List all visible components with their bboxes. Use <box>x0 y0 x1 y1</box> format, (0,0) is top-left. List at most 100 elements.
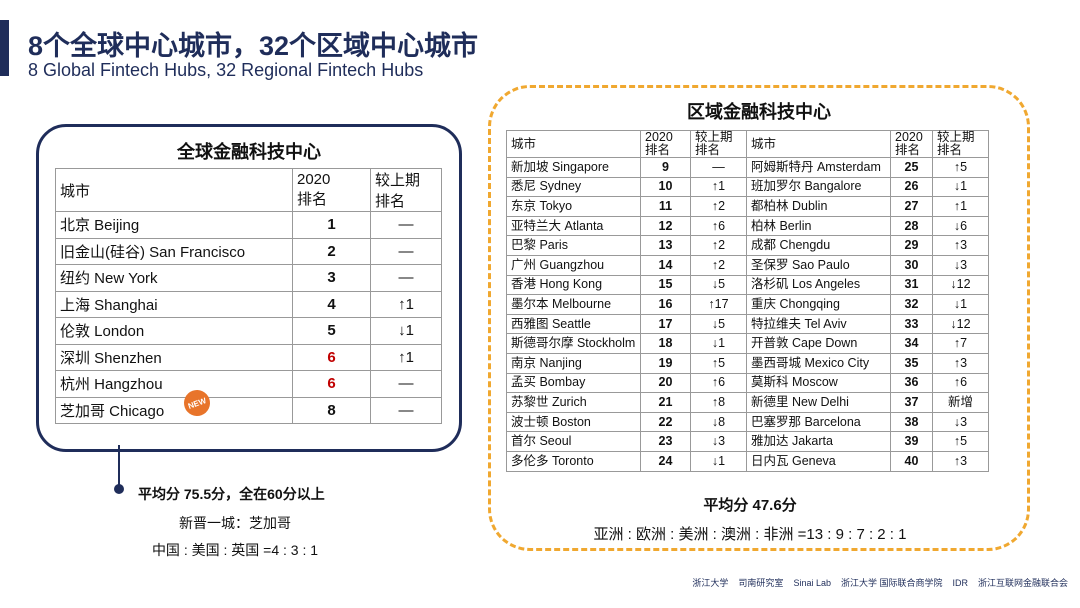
city-cell: 重庆 Chongqing <box>746 294 891 315</box>
city-cell: 纽约 New York <box>55 264 293 292</box>
rank-cell: 32 <box>890 294 933 315</box>
city-cell: 莫斯科 Moscow <box>746 372 891 394</box>
change-cell: ↑2 <box>690 196 747 217</box>
rank-cell: 23 <box>640 431 691 452</box>
change-cell: ↑5 <box>932 431 989 452</box>
city-cell: 多伦多 Toronto <box>506 450 641 472</box>
city-cell: 特拉维夫 Tel Aviv <box>746 313 891 335</box>
rank-cell: 38 <box>890 411 933 433</box>
change-cell: ↓1 <box>690 333 747 354</box>
change-cell: ↑17 <box>690 294 747 315</box>
change-cell: ↑6 <box>690 215 747 237</box>
title-bar <box>0 20 9 76</box>
regional-box <box>488 85 1030 551</box>
change-cell: 新增 <box>932 392 989 413</box>
rank-cell: 12 <box>640 215 691 237</box>
city-cell: 南京 Nanjing <box>506 352 641 374</box>
connector <box>118 445 120 487</box>
change-cell: ↑5 <box>932 157 989 178</box>
city-cell: 新德里 New Delhi <box>746 392 891 413</box>
city-cell: 上海 Shanghai <box>55 290 293 318</box>
rank-cell: 36 <box>890 372 933 394</box>
rank-cell: 13 <box>640 235 691 256</box>
change-cell: — <box>370 370 442 398</box>
change-cell: — <box>370 396 442 424</box>
change-cell: ↓5 <box>690 274 747 296</box>
change-cell: ↑1 <box>370 290 442 318</box>
change-cell: ↓6 <box>932 215 989 237</box>
change-cell: ↓8 <box>690 411 747 433</box>
change-cell: — <box>370 264 442 292</box>
column-header: 较上期 排名 <box>690 130 747 158</box>
rank-cell: 35 <box>890 352 933 374</box>
column-header: 城市 <box>506 130 641 158</box>
table-row: 东京 Tokyo 11 ↑2 都柏林 Dublin 27 ↑1 <box>506 196 989 217</box>
city-cell: 阿姆斯特丹 Amsterdam <box>746 157 891 178</box>
header-row: 城市 2020 排名 较上期 排名 <box>55 168 442 212</box>
regional-note: 亚洲 : 欧洲 : 美洲 : 澳洲 : 非洲 =13 : 9 : 7 : 2 :… <box>593 526 907 543</box>
rank-cell: 1 <box>292 211 371 239</box>
change-cell: ↑3 <box>932 235 989 256</box>
change-cell: ↑3 <box>932 450 989 472</box>
city-cell: 墨西哥城 Mexico City <box>746 352 891 374</box>
city-cell: 悉尼 Sydney <box>506 176 641 198</box>
global-note: 中国 : 美国 : 英国 =4 : 3 : 1 <box>151 542 319 558</box>
city-cell: 日内瓦 Geneva <box>746 450 891 472</box>
city-cell: 苏黎世 Zurich <box>506 392 641 413</box>
global-box <box>36 124 462 452</box>
table-row: 墨尔本 Melbourne 16 ↑17 重庆 Chongqing 32 ↓1 <box>506 294 989 315</box>
change-cell: ↑6 <box>932 372 989 394</box>
footer-logo: 司南研究室 <box>738 578 784 588</box>
footer-logo: IDR <box>952 577 968 588</box>
city-cell: 深圳 Shenzhen <box>55 343 293 371</box>
change-cell: ↓3 <box>932 254 989 276</box>
rank-cell: 30 <box>890 254 933 276</box>
title: 8个全球中心城市，32个区域中心城市 <box>28 31 479 61</box>
rank-cell: 10 <box>640 176 691 198</box>
table-row: 亚特兰大 Atlanta 12 ↑6 柏林 Berlin 28 ↓6 <box>506 215 989 237</box>
table-row: 香港 Hong Kong 15 ↓5 洛杉矶 Los Angeles 31 ↓12 <box>506 274 989 296</box>
city-cell: 伦敦 London <box>55 317 293 345</box>
rank-cell: 18 <box>640 333 691 354</box>
regional-table: 城市 2020 排名 较上期 排名 城市 2020 排名 较上期 排名 新加坡 Singap… <box>506 130 989 472</box>
change-cell: ↓1 <box>370 317 442 345</box>
table-row: 孟买 Bombay 20 ↑6 莫斯科 Moscow 36 ↑6 <box>506 372 989 394</box>
city-cell: 广州 Guangzhou <box>506 254 641 276</box>
city-cell: 北京 Beijing <box>55 211 293 239</box>
table-row: 杭州 Hangzhou 6— <box>55 370 442 398</box>
column-header: 城市 <box>55 168 293 212</box>
global-title: 全球金融科技中心 <box>177 142 321 162</box>
rank-cell: 6 <box>292 343 371 371</box>
city-cell: 雅加达 Jakarta <box>746 431 891 452</box>
footer-logo: 浙江大学 国际联合商学院 <box>840 578 943 588</box>
city-cell: 孟买 Bombay <box>506 372 641 394</box>
change-cell: — <box>370 211 442 239</box>
city-cell: 西雅图 Seattle <box>506 313 641 335</box>
change-cell: — <box>370 237 442 265</box>
city-cell: 亚特兰大 Atlanta <box>506 215 641 237</box>
city-cell: 香港 Hong Kong <box>506 274 641 296</box>
column-header: 城市 <box>746 130 891 158</box>
rank-cell: 20 <box>640 372 691 394</box>
rank-cell: 24 <box>640 450 691 472</box>
regional-title: 区域金融科技中心 <box>687 102 831 122</box>
change-cell: — <box>690 157 747 178</box>
rank-cell: 2 <box>292 237 371 265</box>
rank-cell: 6 <box>292 370 371 398</box>
change-cell: ↑1 <box>690 176 747 198</box>
connector-dot <box>114 484 124 494</box>
table-row: 首尔 Seoul 23 ↓3 雅加达 Jakarta 39 ↑5 <box>506 431 989 452</box>
city-cell: 班加罗尔 Bangalore <box>746 176 891 198</box>
city-cell: 巴黎 Paris <box>506 235 641 256</box>
city-cell: 首尔 Seoul <box>506 431 641 452</box>
city-cell: 东京 Tokyo <box>506 196 641 217</box>
global-table: 城市 2020 排名 较上期 排名 北京 Beijing 1— 旧金山(硅谷) San F… <box>55 168 442 424</box>
change-cell: ↓12 <box>932 313 989 335</box>
change-cell: ↓3 <box>932 411 989 433</box>
table-row: 深圳 Shenzhen 6 ↑1 <box>55 343 442 371</box>
rank-cell: 11 <box>640 196 691 217</box>
city-cell: 柏林 Berlin <box>746 215 891 237</box>
table-row: 新加坡 Singapore 9— 阿姆斯特丹 Amsterdam 25 ↑5 <box>506 157 989 178</box>
change-cell: ↑8 <box>690 392 747 413</box>
global-note: 平均分 75.5分，全在60分以上 <box>138 486 325 502</box>
